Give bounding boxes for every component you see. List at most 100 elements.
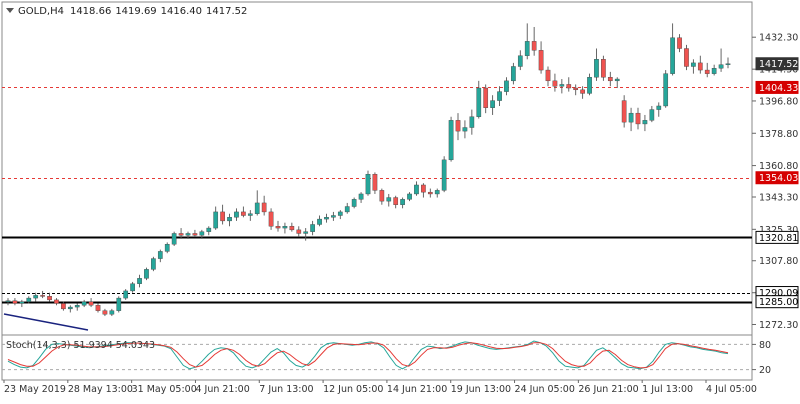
candle[interactable] <box>386 193 392 207</box>
candle[interactable] <box>26 296 32 304</box>
candle[interactable] <box>199 229 205 239</box>
candle[interactable] <box>642 114 648 132</box>
candle[interactable] <box>587 73 592 96</box>
candle[interactable] <box>393 195 399 209</box>
candle[interactable] <box>185 231 191 239</box>
candle[interactable] <box>344 202 350 214</box>
candle[interactable] <box>607 71 613 87</box>
candle[interactable] <box>621 95 627 128</box>
candle[interactable] <box>116 296 122 313</box>
candle[interactable] <box>725 57 731 69</box>
candle[interactable] <box>12 298 18 306</box>
candle[interactable] <box>566 77 572 92</box>
candle[interactable] <box>504 77 509 96</box>
candle[interactable] <box>538 41 544 74</box>
candle[interactable] <box>594 48 599 81</box>
candle[interactable] <box>580 86 585 99</box>
candle[interactable] <box>601 55 606 81</box>
candle[interactable] <box>365 170 371 196</box>
candle[interactable] <box>511 62 516 85</box>
candle[interactable] <box>421 183 426 198</box>
candle[interactable] <box>400 197 405 209</box>
candle[interactable] <box>289 222 295 232</box>
candle[interactable] <box>635 107 641 130</box>
candle[interactable] <box>490 95 495 115</box>
candle[interactable] <box>358 192 364 203</box>
candle[interactable] <box>67 305 73 313</box>
candle[interactable] <box>324 213 329 223</box>
candle[interactable] <box>573 84 579 96</box>
candle[interactable] <box>704 62 710 78</box>
candle[interactable] <box>220 204 225 225</box>
candle[interactable] <box>677 34 682 53</box>
candle[interactable] <box>213 206 219 230</box>
candle[interactable] <box>531 26 537 56</box>
candle[interactable] <box>656 102 662 117</box>
candle[interactable] <box>310 220 315 236</box>
candle[interactable] <box>61 301 66 311</box>
candle[interactable] <box>234 208 239 221</box>
candle[interactable] <box>130 281 135 293</box>
candle[interactable] <box>254 190 260 216</box>
candle[interactable] <box>40 290 45 299</box>
candle[interactable] <box>5 298 11 306</box>
candle[interactable] <box>178 228 184 239</box>
candle[interactable] <box>497 86 502 106</box>
trend-line[interactable] <box>3 313 89 331</box>
candle[interactable] <box>331 211 336 221</box>
candle[interactable] <box>372 172 378 194</box>
candle[interactable] <box>81 299 87 308</box>
candle[interactable] <box>206 226 212 236</box>
candle[interactable] <box>407 192 412 202</box>
candle[interactable] <box>47 292 52 302</box>
candle[interactable] <box>33 292 39 302</box>
candle[interactable] <box>517 50 523 71</box>
candle[interactable] <box>241 206 246 218</box>
candle[interactable] <box>663 70 669 108</box>
candle[interactable] <box>628 107 634 132</box>
candle[interactable] <box>448 116 454 162</box>
candle[interactable] <box>718 48 724 72</box>
candle[interactable] <box>691 59 696 74</box>
candle[interactable] <box>351 197 357 209</box>
candle[interactable] <box>469 109 475 135</box>
candle[interactable] <box>545 66 551 87</box>
candle[interactable] <box>414 181 419 196</box>
candle[interactable] <box>697 55 703 74</box>
candle[interactable] <box>95 303 101 313</box>
candle[interactable] <box>711 64 717 76</box>
candle[interactable] <box>441 156 447 193</box>
candle[interactable] <box>524 23 530 60</box>
candle[interactable] <box>192 229 198 238</box>
collapse-triangle-icon[interactable] <box>6 8 14 13</box>
candle[interactable] <box>649 105 655 123</box>
candle[interactable] <box>455 113 461 141</box>
candle[interactable] <box>54 298 59 306</box>
candle[interactable] <box>268 208 274 230</box>
candle[interactable] <box>559 79 565 94</box>
candle[interactable] <box>157 249 163 263</box>
candle[interactable] <box>247 210 253 221</box>
candle[interactable] <box>337 210 343 220</box>
candle[interactable] <box>379 188 385 205</box>
candle[interactable] <box>275 220 281 232</box>
candle[interactable] <box>123 289 129 300</box>
candle[interactable] <box>102 308 108 317</box>
candle[interactable] <box>74 303 80 311</box>
candle[interactable] <box>88 298 94 308</box>
candle[interactable] <box>282 222 288 234</box>
candle[interactable] <box>109 308 115 317</box>
candle[interactable] <box>614 77 620 89</box>
candle[interactable] <box>19 299 25 308</box>
candle[interactable] <box>462 120 468 139</box>
candle[interactable] <box>476 80 482 119</box>
candle[interactable] <box>552 73 558 92</box>
candle[interactable] <box>670 23 675 76</box>
candle[interactable] <box>296 226 302 238</box>
candle[interactable] <box>151 256 156 272</box>
candle[interactable] <box>137 274 142 288</box>
candle[interactable] <box>483 84 489 114</box>
candle[interactable] <box>317 215 322 227</box>
candle[interactable] <box>261 195 267 216</box>
